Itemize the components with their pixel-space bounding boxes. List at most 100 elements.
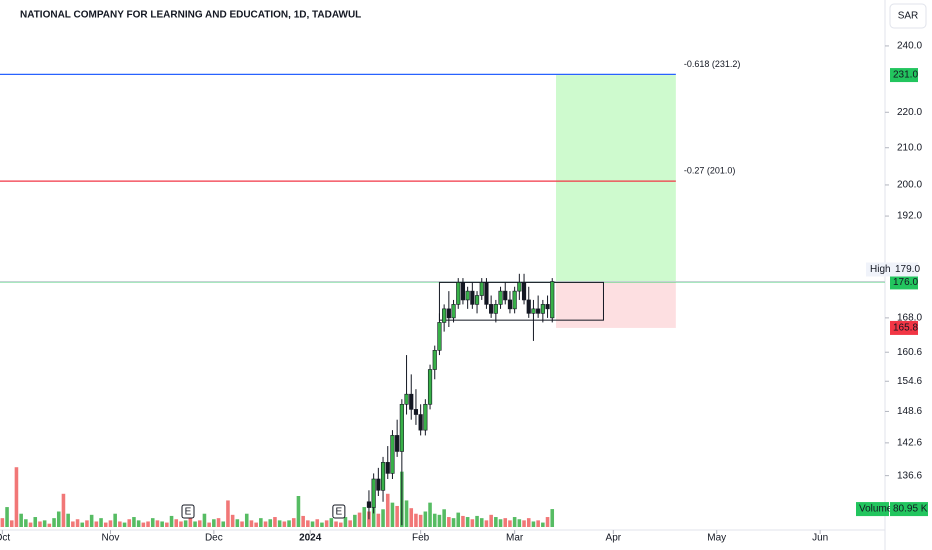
volume-bar	[536, 520, 540, 527]
volume-bar	[291, 518, 296, 527]
volume-bar	[188, 517, 193, 527]
x-tick-label: Apr	[606, 533, 622, 544]
candle-body	[498, 290, 503, 305]
range-box	[438, 281, 604, 321]
volume-bar	[409, 508, 414, 527]
event-marker	[332, 504, 346, 519]
volume-bar	[174, 519, 179, 527]
candle-body	[479, 282, 484, 296]
volume-bar	[404, 500, 409, 527]
volume-bar	[61, 493, 66, 527]
price-badge-label: 231.0	[893, 70, 918, 81]
volume-bar	[470, 519, 475, 527]
volume-bar	[353, 514, 357, 527]
volume-bar	[24, 519, 28, 527]
volume-bar	[320, 522, 324, 527]
volume-bar	[207, 522, 211, 527]
volume-bar	[33, 517, 38, 527]
volume-bar	[306, 520, 310, 527]
volume-bar	[432, 513, 437, 527]
candle-body	[493, 304, 498, 314]
candle-body	[366, 501, 372, 508]
volume-bar	[268, 519, 273, 527]
volume-bar	[437, 514, 442, 527]
volume-bar	[343, 517, 348, 527]
candle-body	[437, 322, 442, 351]
volume-bar	[165, 522, 169, 527]
volume-bar	[52, 518, 56, 527]
volume-bar	[85, 520, 89, 527]
volume-bar	[19, 513, 23, 527]
candle-body	[451, 304, 456, 319]
y-tick-label: 160.6	[897, 347, 922, 358]
candle-body	[540, 304, 545, 314]
volume-bar	[310, 521, 315, 527]
candle-body	[399, 403, 404, 452]
volume-bar	[141, 522, 146, 527]
volume-bar	[230, 514, 235, 527]
candle-body	[517, 282, 522, 292]
y-tick-label: 148.6	[897, 406, 922, 417]
price-badge-label: 165.8	[893, 323, 918, 334]
event-label: E	[336, 507, 343, 518]
y-tick-label: 192.0	[897, 211, 922, 222]
volume-value-badge	[890, 502, 928, 517]
volume-bar	[451, 518, 456, 527]
volume-bar	[28, 522, 33, 527]
target-zone	[556, 75, 676, 283]
volume-bar	[249, 520, 254, 527]
currency[interactable]: SAR	[898, 11, 919, 22]
candle-body	[446, 308, 451, 319]
x-tick-label: Nov	[102, 533, 120, 544]
volume-bar	[259, 518, 263, 527]
volume-bar	[132, 517, 136, 527]
currency-button[interactable]	[889, 3, 927, 29]
high-value: 179.0	[895, 264, 920, 275]
stop-zone	[556, 282, 676, 328]
event-marker	[181, 504, 195, 519]
volume-bar	[75, 519, 80, 527]
volume-bar	[484, 520, 489, 527]
candle-body	[409, 393, 414, 410]
high-label: High	[870, 264, 891, 275]
volume-bar	[127, 519, 132, 527]
candle-body	[395, 435, 400, 452]
volume-bar	[447, 517, 451, 527]
candle-body	[404, 393, 409, 405]
y-tick-label: 154.6	[897, 376, 922, 387]
candle-body	[390, 435, 395, 474]
volume-bar	[282, 521, 287, 527]
volume-bar	[315, 519, 320, 527]
volume-bar	[517, 519, 522, 527]
volume-bar	[301, 515, 305, 527]
volume-bar	[385, 493, 390, 527]
volume-badge	[856, 502, 889, 517]
volume-bar	[362, 507, 367, 527]
volume-bar	[89, 514, 94, 527]
volume-bar	[122, 522, 127, 527]
candle-body	[465, 290, 470, 301]
y-tick-label: 240.0	[897, 41, 922, 52]
volume-bar	[526, 518, 531, 527]
volume-bar	[9, 520, 14, 527]
volume-bar	[287, 520, 291, 527]
x-tick-label: Jun	[812, 533, 828, 544]
volume-bar	[296, 496, 301, 527]
candle-body	[376, 478, 381, 491]
price-badge	[890, 320, 918, 335]
volume-bar	[108, 520, 113, 527]
candle-body	[380, 462, 386, 491]
volume-bar	[212, 519, 216, 527]
volume-bar	[461, 515, 465, 527]
volume-bar	[99, 518, 103, 527]
candle-body	[531, 308, 536, 314]
volume-bar	[479, 518, 484, 527]
volume-bar	[541, 522, 545, 527]
volume-bar	[136, 520, 141, 527]
volume-bar	[244, 513, 249, 527]
volume-bar	[113, 513, 117, 527]
fib-label: -0.27 (201.0)	[684, 166, 736, 176]
candle-body	[536, 308, 541, 314]
volume-bar	[512, 517, 517, 527]
volume-bar	[423, 511, 428, 527]
